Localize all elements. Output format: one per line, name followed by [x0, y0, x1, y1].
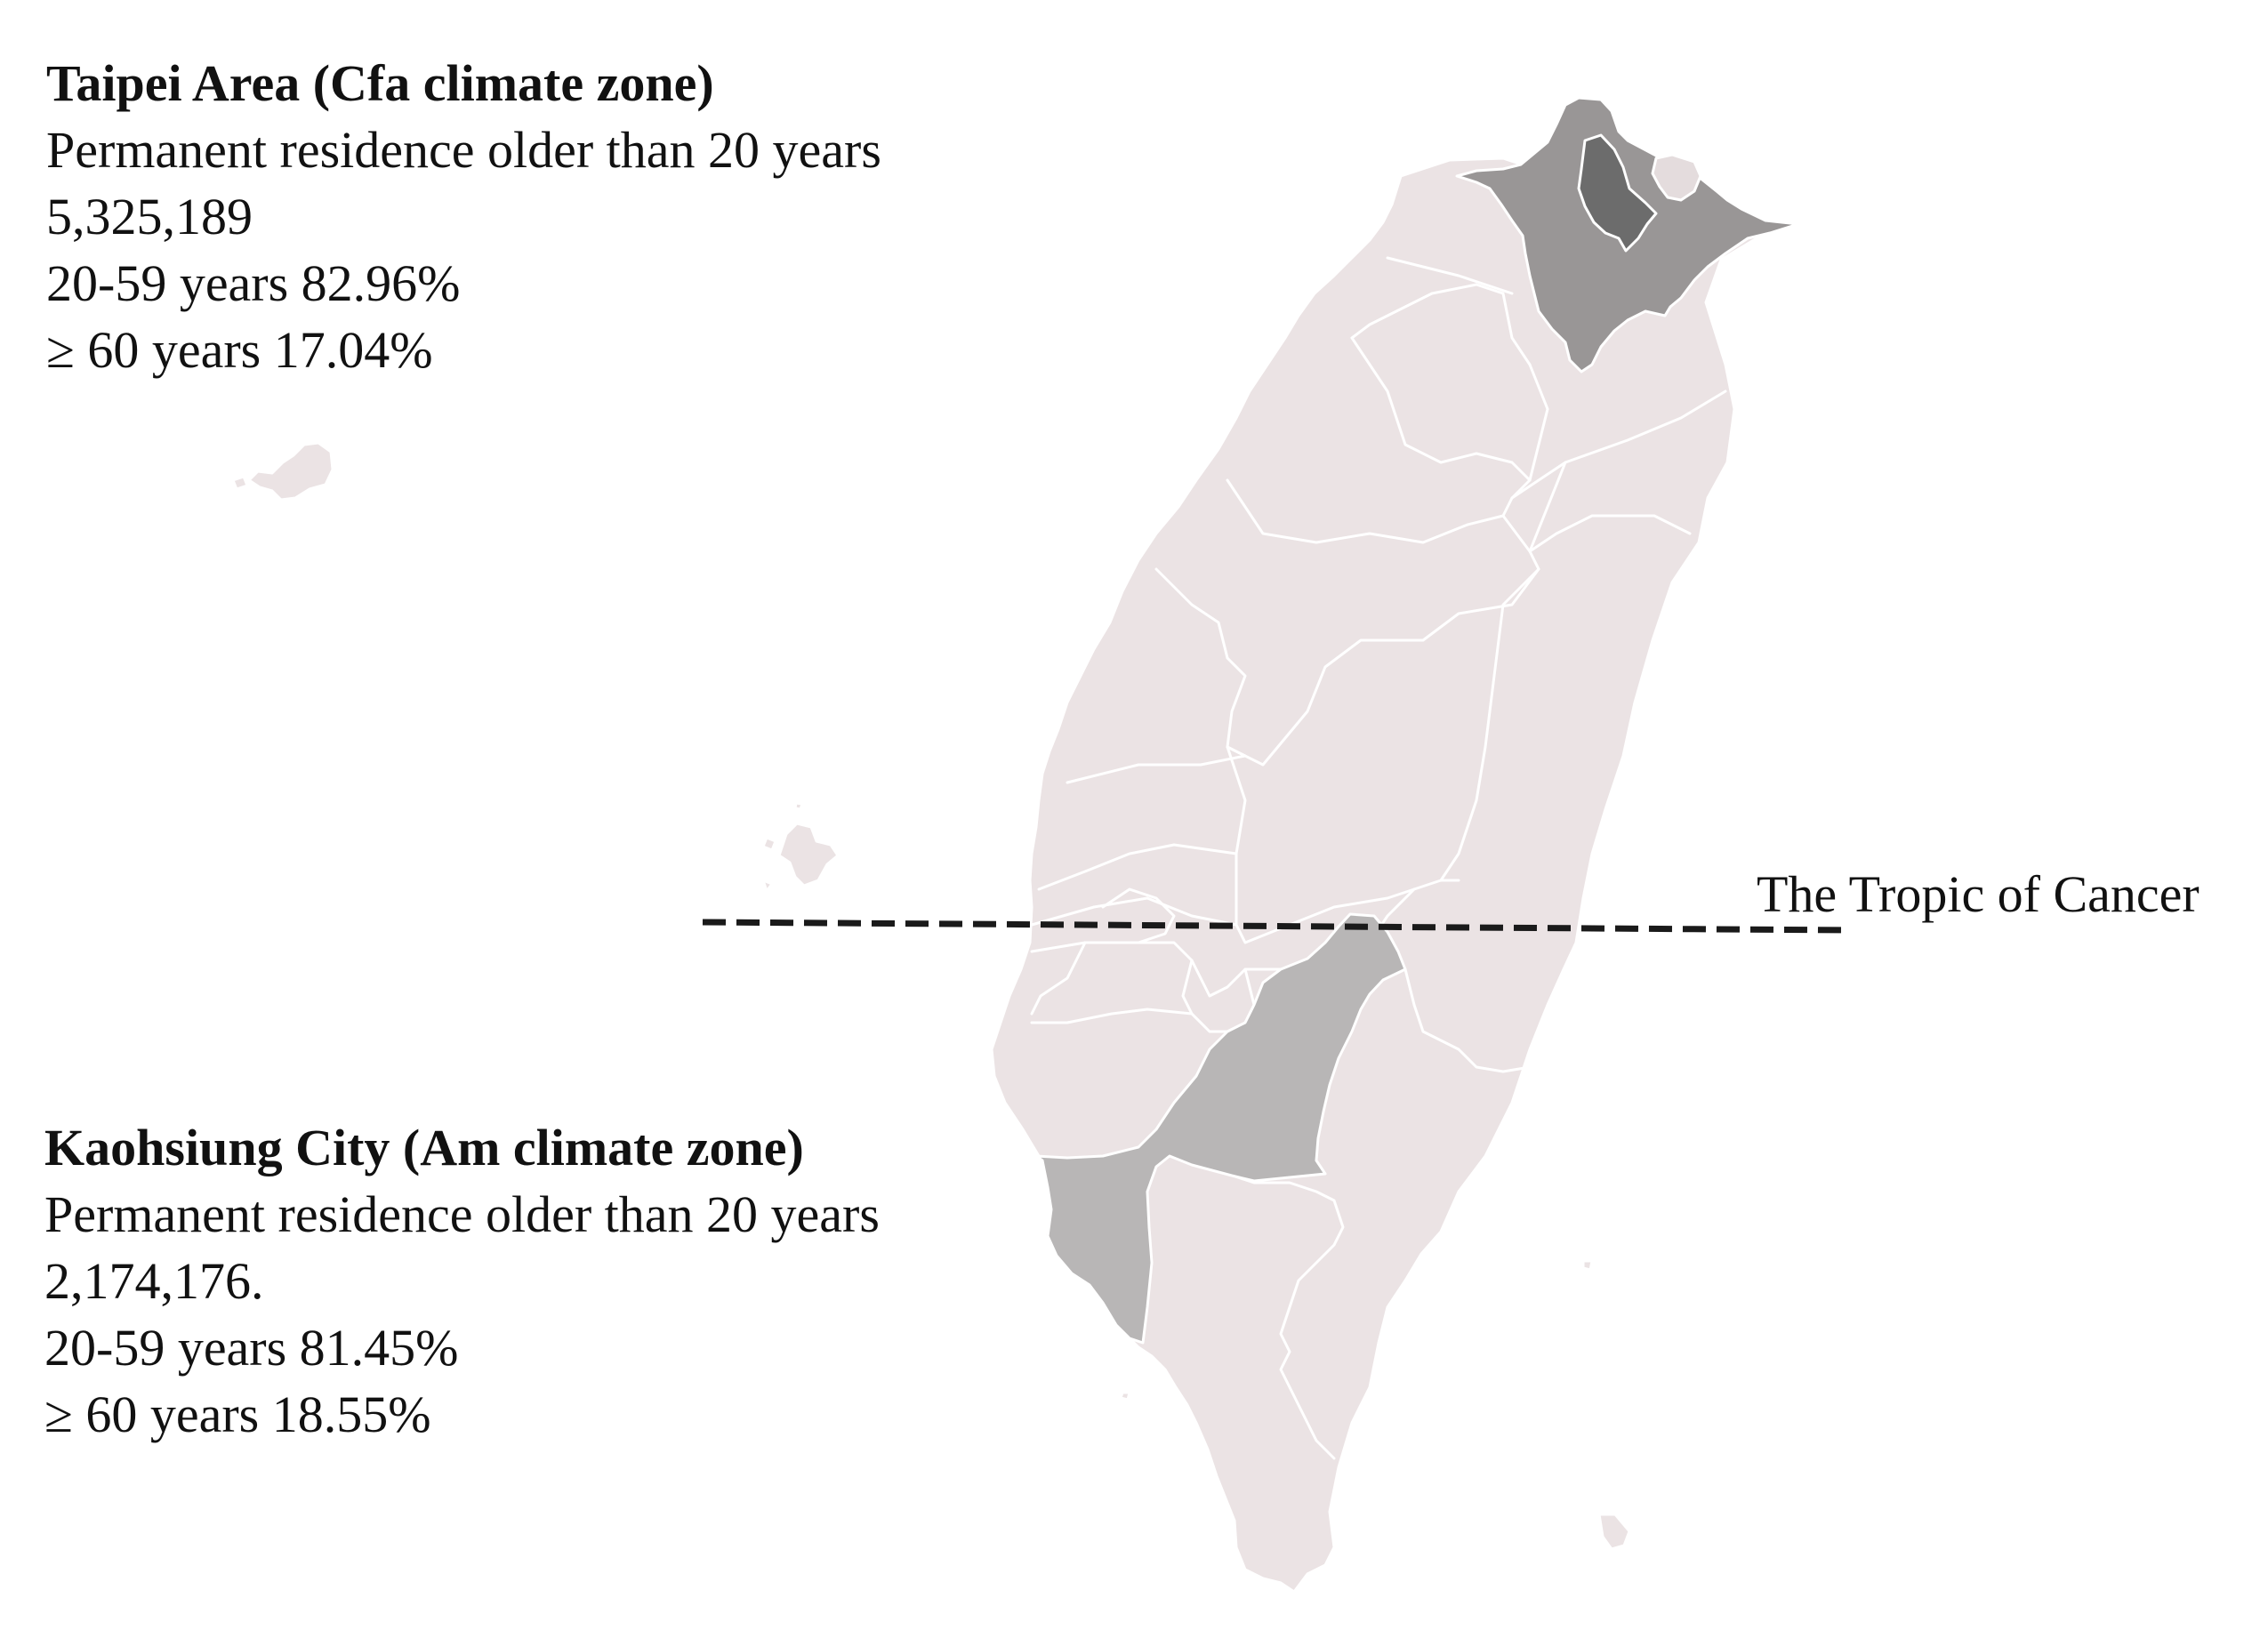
islet-dot	[1597, 1513, 1631, 1551]
kaohsiung-age-20-59: 20-59 years 81.45%	[44, 1319, 459, 1377]
taipei-city-region	[1577, 133, 1658, 253]
taipei-description: Permanent residence older than 20 years	[46, 121, 881, 179]
islet-dot	[1119, 1391, 1131, 1401]
islet-dot	[1581, 1259, 1594, 1272]
kaohsiung-info-block: Kaohsiung City (Am climate zone) Permane…	[44, 1114, 880, 1448]
keelung-region	[1651, 153, 1702, 202]
kaohsiung-population: 2,174,176.	[44, 1252, 264, 1310]
taipei-age-60-plus: ≥ 60 years 17.04%	[46, 321, 433, 379]
small-islet	[761, 822, 840, 893]
taipei-population: 5,325,189	[46, 188, 253, 245]
taipei-heading: Taipei Area (Cfa climate zone)	[46, 54, 714, 112]
kaohsiung-description: Permanent residence older than 20 years	[44, 1185, 880, 1243]
tropic-of-cancer-label: The Tropic of Cancer	[1757, 865, 2200, 923]
taiwan-main-island	[990, 157, 1800, 1594]
taipei-info-block: Taipei Area (Cfa climate zone) Permanent…	[46, 50, 881, 383]
islet-dot	[793, 801, 804, 811]
taipei-age-20-59: 20-59 years 82.96%	[46, 254, 461, 312]
kaohsiung-age-60-plus: ≥ 60 years 18.55%	[44, 1385, 431, 1443]
kaohsiung-region	[1034, 912, 1407, 1345]
tropic-of-cancer-line	[702, 919, 1851, 934]
penghu-islands	[231, 441, 334, 502]
kaohsiung-heading: Kaohsiung City (Am climate zone)	[44, 1119, 804, 1176]
